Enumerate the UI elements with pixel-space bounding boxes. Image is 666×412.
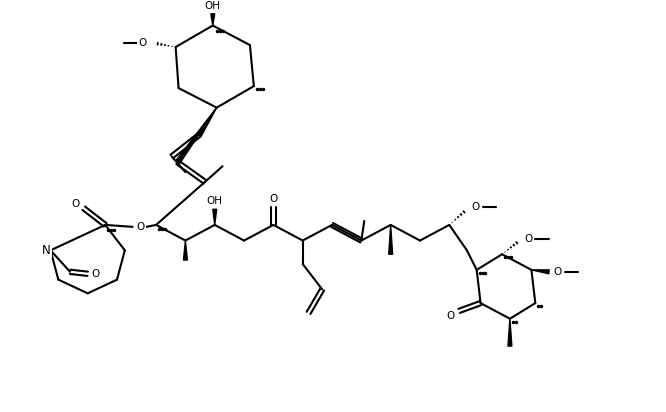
Text: OH: OH	[204, 1, 221, 11]
Text: O: O	[446, 311, 454, 321]
Polygon shape	[211, 14, 214, 26]
Text: O: O	[91, 269, 100, 279]
Text: O: O	[524, 234, 533, 243]
Polygon shape	[212, 209, 216, 225]
Text: O: O	[553, 267, 562, 277]
Polygon shape	[176, 108, 216, 164]
Polygon shape	[508, 319, 512, 346]
Text: O: O	[137, 222, 145, 232]
Polygon shape	[183, 241, 187, 260]
Text: O: O	[472, 202, 480, 212]
Text: O: O	[139, 38, 147, 48]
Text: O: O	[72, 199, 80, 209]
Text: N: N	[42, 244, 51, 257]
Text: O: O	[269, 194, 278, 204]
Polygon shape	[389, 225, 393, 254]
Polygon shape	[531, 270, 549, 274]
Text: OH: OH	[206, 197, 222, 206]
Polygon shape	[197, 108, 216, 136]
